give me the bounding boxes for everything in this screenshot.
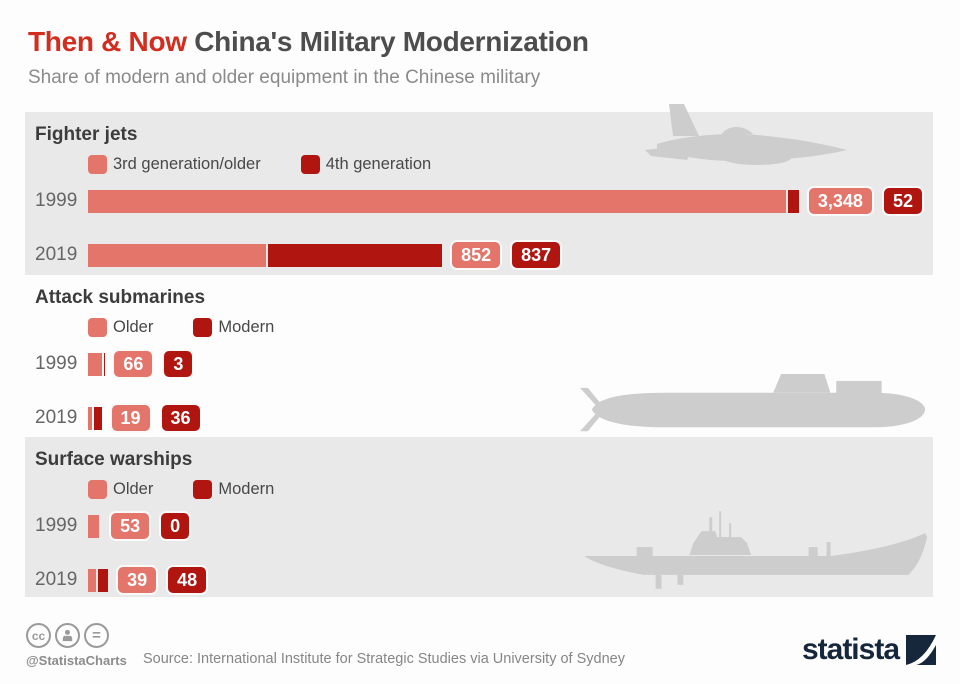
bar-row-1999: 1999 3,348 52 xyxy=(35,185,933,217)
value-badge-older: 66 xyxy=(112,349,155,379)
year-label: 2019 xyxy=(35,244,78,265)
bar-row-2019: 2019 19 36 xyxy=(35,402,933,434)
stacked-bar xyxy=(88,243,443,267)
nd-icon-label: = xyxy=(92,627,101,644)
legend-swatch-modern xyxy=(193,317,213,337)
stacked-bar xyxy=(88,406,102,430)
bar-segment-modern xyxy=(94,406,102,430)
year-label: 2019 xyxy=(35,569,78,590)
bar-segment-older xyxy=(88,514,100,538)
legend: 3rd generation/older 4th generation xyxy=(88,154,933,174)
value-badge-older: 3,348 xyxy=(806,186,874,216)
section-title: Fighter jets xyxy=(35,124,138,145)
attribution-icon xyxy=(55,623,80,648)
legend-swatch-modern xyxy=(193,479,213,499)
cc-icon: cc xyxy=(26,623,51,648)
stacked-bar xyxy=(88,352,105,376)
legend-label-older: Older xyxy=(113,317,154,336)
legend-item-older: Older xyxy=(88,479,154,499)
year-label: 1999 xyxy=(35,190,78,211)
legend-item-modern: Modern xyxy=(193,479,275,499)
bar-segment-older xyxy=(88,406,92,430)
creative-commons-icons: cc = xyxy=(26,623,109,648)
bar-segment-modern xyxy=(788,189,799,213)
value-badge-older: 53 xyxy=(109,511,152,541)
stacked-bar xyxy=(88,514,101,538)
statista-brand: statista xyxy=(802,633,936,667)
footer: cc = @StatistaCharts Source: Internation… xyxy=(0,597,960,684)
value-badge-modern: 3 xyxy=(162,349,195,379)
stacked-bar xyxy=(88,568,109,592)
legend-label-older: 3rd generation/older xyxy=(113,154,261,173)
legend-label-modern: Modern xyxy=(218,317,275,336)
bar-segment-modern xyxy=(98,568,109,592)
value-badge-older: 852 xyxy=(450,240,503,270)
bar-segment-older xyxy=(88,243,266,267)
source-text: Source: International Institute for Stra… xyxy=(143,651,625,667)
legend-item-older: Older xyxy=(88,317,154,337)
legend-swatch-modern xyxy=(300,154,320,174)
value-badge-modern: 36 xyxy=(159,403,202,433)
section-attack-submarines: Attack submarines Older Modern 1999 66 3… xyxy=(25,275,933,437)
statista-wordmark: statista xyxy=(801,633,900,666)
bar-segment-modern xyxy=(103,352,105,376)
person-icon xyxy=(62,629,73,642)
title-accent: Then & Now xyxy=(28,26,187,57)
section-title: Surface warships xyxy=(35,449,193,470)
statista-logo-icon xyxy=(906,635,936,665)
legend-label-modern: Modern xyxy=(218,479,275,498)
page-subtitle: Share of modern and older equipment in t… xyxy=(28,67,541,88)
legend-swatch-older xyxy=(88,317,107,337)
value-badge-modern: 0 xyxy=(159,511,192,541)
value-badge-modern: 837 xyxy=(510,240,563,270)
value-badge-older: 39 xyxy=(116,565,159,595)
bar-segment-older xyxy=(88,568,97,592)
year-label: 2019 xyxy=(35,407,78,428)
value-badge-older: 19 xyxy=(109,403,152,433)
bar-segment-older xyxy=(88,189,787,213)
year-label: 1999 xyxy=(35,353,78,374)
section-surface-warships: Surface warships Older Modern 1999 53 0 … xyxy=(25,437,933,597)
stacked-bar xyxy=(88,189,799,213)
legend-label-modern: 4th generation xyxy=(325,154,432,173)
header: Then & Now China's Military Modernizatio… xyxy=(0,0,960,90)
statista-charts-handle: @StatistaCharts xyxy=(26,653,127,668)
section-title: Attack submarines xyxy=(35,287,206,308)
bar-row-2019: 2019 39 48 xyxy=(35,564,933,596)
legend: Older Modern xyxy=(88,479,933,499)
bar-segment-older xyxy=(88,352,102,376)
page-title: Then & Now China's Military Modernizatio… xyxy=(28,25,960,59)
bar-row-1999: 1999 66 3 xyxy=(35,348,933,380)
legend-swatch-older xyxy=(88,479,107,499)
bar-segment-modern xyxy=(267,243,443,267)
cc-icon-label: cc xyxy=(31,628,46,643)
legend-label-older: Older xyxy=(113,479,154,498)
bar-row-2019: 2019 852 837 xyxy=(35,239,933,271)
legend-item-older: 3rd generation/older xyxy=(88,154,261,174)
year-label: 1999 xyxy=(35,515,78,536)
legend-item-modern: 4th generation xyxy=(300,154,432,174)
section-fighter-jets: Fighter jets 3rd generation/older 4th ge… xyxy=(25,104,933,275)
legend-swatch-older xyxy=(88,154,107,174)
value-badge-modern: 48 xyxy=(166,565,209,595)
legend: Older Modern xyxy=(88,317,933,337)
bar-row-1999: 1999 53 0 xyxy=(35,510,933,542)
title-main: China's Military Modernization xyxy=(194,26,589,57)
value-badge-modern: 52 xyxy=(881,186,924,216)
no-derivatives-icon: = xyxy=(84,623,109,648)
legend-item-modern: Modern xyxy=(193,317,275,337)
